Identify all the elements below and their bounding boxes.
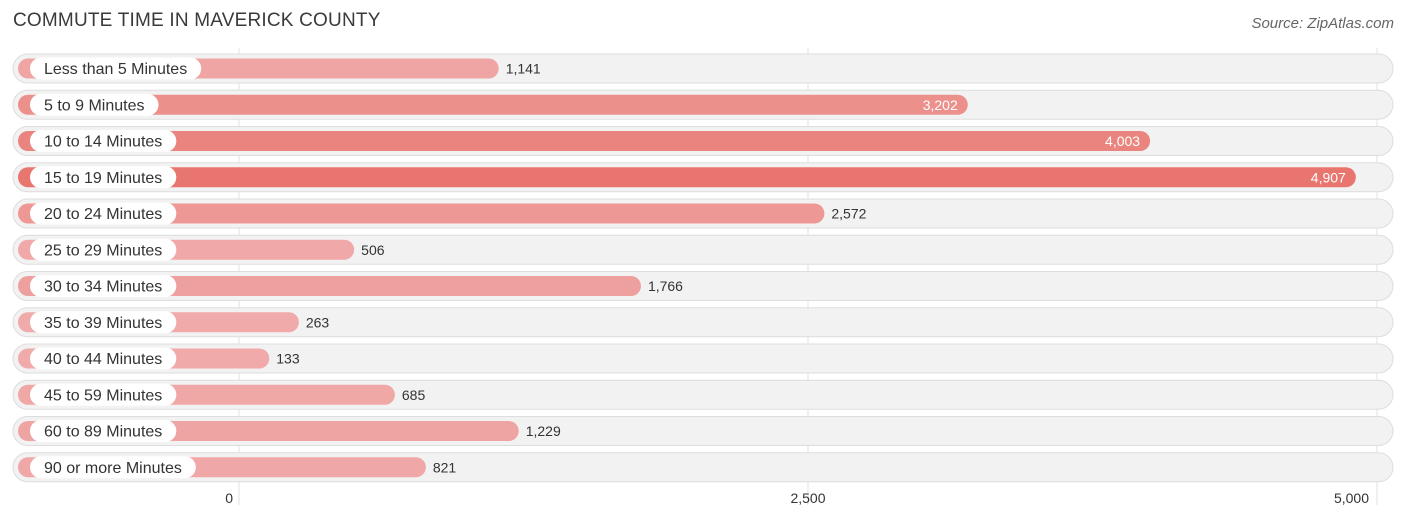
- row-track: [12, 234, 1394, 265]
- category-label: 40 to 44 Minutes: [44, 351, 162, 368]
- category-pill: [30, 347, 177, 370]
- value-label: 821: [433, 459, 457, 475]
- bar-row-7: 35 to 39 Minutes 263: [12, 307, 1394, 338]
- bar-row-3: 15 to 19 Minutes 4,907: [12, 162, 1394, 193]
- category-label: 30 to 34 Minutes: [44, 279, 162, 296]
- bar-row-2: 10 to 14 Minutes 4,003: [12, 126, 1394, 156]
- category-pill: [30, 383, 177, 406]
- bar-row-1: 5 to 9 Minutes 3,202: [12, 89, 1394, 120]
- bar: [18, 131, 1151, 151]
- category-pill: [30, 275, 177, 297]
- category-pill: [30, 93, 159, 116]
- category-label: 15 to 19 Minutes: [44, 170, 162, 187]
- category-pill: [30, 166, 177, 189]
- category-pill: [30, 238, 177, 261]
- bar-row-6: 30 to 34 Minutes 1,766: [12, 271, 1394, 301]
- category-pill: [30, 130, 177, 152]
- category-label: 35 to 39 Minutes: [44, 315, 162, 332]
- x-tick-label: 5,000: [1334, 490, 1369, 506]
- bar-row-0: Less than 5 Minutes 1,141: [12, 53, 1394, 84]
- bar-row-4: 20 to 24 Minutes 2,572: [12, 198, 1394, 229]
- bar: [18, 167, 1356, 188]
- category-label: 90 or more Minutes: [44, 460, 182, 477]
- row-track: [12, 343, 1394, 374]
- category-label: Less than 5 Minutes: [44, 61, 187, 78]
- value-label: 4,003: [1105, 133, 1140, 149]
- value-label: 263: [306, 314, 330, 330]
- bar: [18, 203, 825, 224]
- bar-row-5: 25 to 29 Minutes 506: [12, 234, 1394, 265]
- category-label: 5 to 9 Minutes: [44, 97, 145, 114]
- value-label: 2,572: [831, 206, 866, 222]
- category-label: 45 to 59 Minutes: [44, 387, 162, 404]
- value-label: 4,907: [1311, 169, 1346, 185]
- value-label: 1,229: [526, 423, 561, 439]
- value-label: 685: [402, 387, 426, 403]
- bar-row-8: 40 to 44 Minutes 133: [12, 343, 1394, 374]
- value-label: 1,766: [648, 278, 683, 294]
- category-pill: [30, 420, 177, 442]
- category-pill: [30, 202, 177, 225]
- value-label: 133: [276, 351, 300, 367]
- category-label: 60 to 89 Minutes: [44, 424, 162, 441]
- value-label: 1,141: [506, 61, 541, 77]
- category-label: 20 to 24 Minutes: [44, 206, 162, 223]
- category-pill: [30, 456, 196, 479]
- category-label: 25 to 29 Minutes: [44, 242, 162, 259]
- x-tick-label: 0: [225, 490, 233, 506]
- bar: [18, 94, 968, 115]
- category-label: 10 to 14 Minutes: [44, 134, 162, 151]
- category-pill: [30, 57, 202, 80]
- value-label: 506: [361, 242, 385, 258]
- category-pill: [30, 311, 177, 334]
- source-attribution: Source: ZipAtlas.com: [1251, 15, 1394, 32]
- value-label: 3,202: [923, 97, 958, 113]
- chart-title: COMMUTE TIME IN MAVERICK COUNTY: [13, 10, 381, 31]
- bar-row-10: 60 to 89 Minutes 1,229: [12, 416, 1394, 446]
- x-tick-label: 2,500: [790, 490, 825, 506]
- row-track: [12, 307, 1394, 338]
- bar-row-11: 90 or more Minutes 821: [12, 452, 1394, 483]
- bar-row-9: 45 to 59 Minutes 685: [12, 379, 1394, 410]
